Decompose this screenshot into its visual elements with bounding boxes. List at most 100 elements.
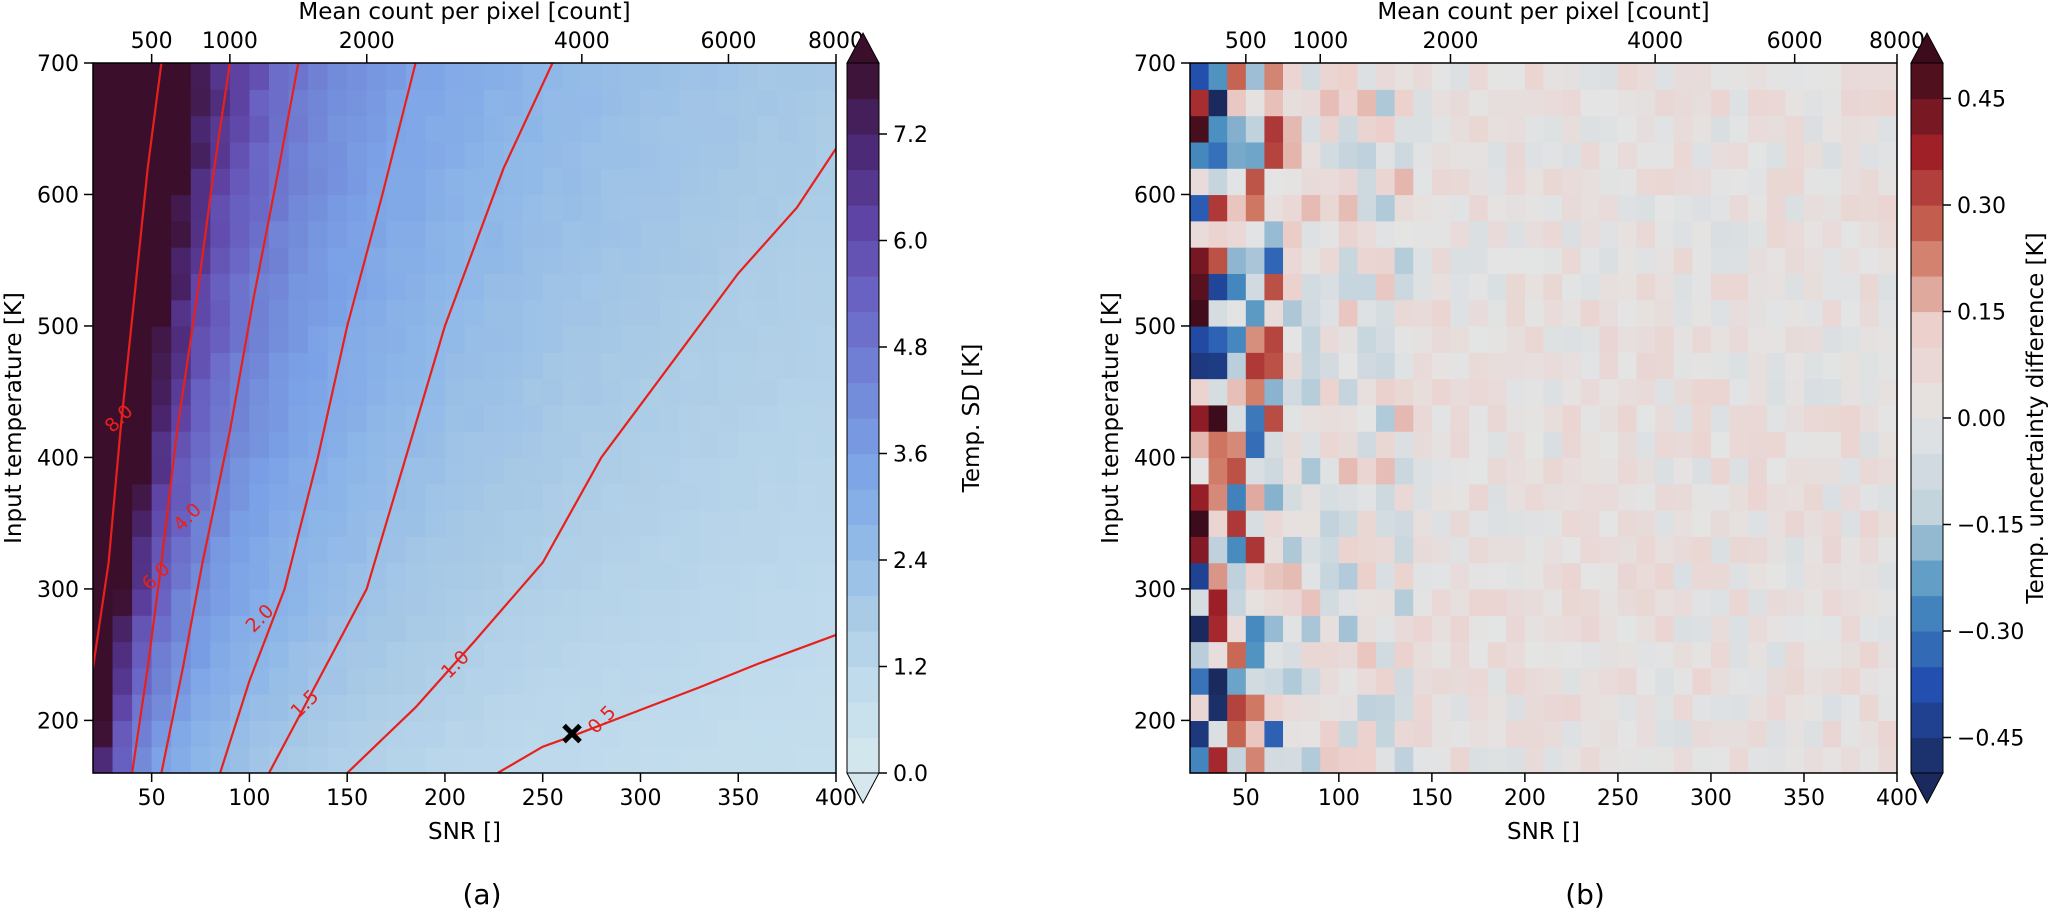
panel-b-cell — [1748, 588, 1768, 616]
panel-b-cell — [1227, 325, 1247, 353]
panel-b-cell — [1376, 615, 1396, 643]
panel-b-cell — [1469, 746, 1489, 774]
panel-a-cell — [132, 168, 153, 196]
panel-b-cell — [1562, 220, 1582, 248]
panel-a-cell — [503, 89, 524, 117]
panel-b-cell — [1264, 457, 1284, 485]
panel-b-cell — [1878, 89, 1898, 117]
panel-b-cell — [1822, 404, 1842, 432]
panel-b-cell — [1543, 299, 1563, 327]
panel-b-cell — [1543, 63, 1563, 90]
panel-a-cell — [93, 562, 114, 590]
panel-b-cell — [1357, 431, 1377, 459]
panel-b-cell — [1729, 141, 1749, 169]
panel-a-ytick-label: 500 — [37, 315, 79, 340]
panel-b-cell — [1506, 641, 1526, 669]
panel-a-cell — [777, 536, 798, 564]
panel-b-cell — [1487, 325, 1507, 353]
panel-a-cell — [405, 194, 426, 222]
panel-a-cell — [444, 220, 466, 248]
panel-a-cell — [640, 641, 661, 669]
panel-a-cell — [93, 378, 114, 406]
panel-b-cell — [1469, 273, 1489, 301]
panel-a-cell — [171, 141, 192, 169]
panel-b-cell — [1524, 352, 1545, 380]
panel-b-cell — [1394, 325, 1414, 353]
panel-a-cell — [190, 431, 211, 459]
panel-b-cell — [1729, 299, 1749, 327]
panel-b-cell — [1320, 404, 1340, 432]
panel-b-cell — [1841, 273, 1861, 301]
panel-b-cell — [1524, 483, 1545, 511]
panel-a-cell — [464, 89, 485, 117]
panel-a-cell — [542, 273, 563, 301]
panel-a-cell — [386, 641, 407, 669]
panel-a-cell — [93, 115, 114, 143]
panel-b-cell — [1655, 457, 1675, 485]
panel-a-cell — [366, 510, 387, 537]
panel-b-cell — [1394, 63, 1414, 90]
panel-b-cell — [1301, 89, 1321, 117]
panel-b-cell — [1748, 641, 1768, 669]
panel-b-cell — [1822, 352, 1842, 380]
panel-b-cell — [1487, 378, 1507, 406]
panel-a-cell — [132, 325, 153, 353]
panel-a-cell — [268, 404, 290, 432]
panel-b-cell — [1320, 141, 1340, 169]
panel-a-cell — [190, 89, 211, 117]
panel-b-cell — [1580, 378, 1600, 406]
panel-b-cell — [1785, 63, 1805, 90]
panel-b-cell — [1562, 168, 1582, 196]
panel-a-cell — [777, 457, 798, 485]
panel-a-cell — [347, 483, 368, 511]
panel-b-cell — [1580, 352, 1600, 380]
panel-b-colorbar-level — [1911, 453, 1943, 490]
panel-b-cell — [1208, 404, 1228, 432]
panel-b-cell — [1729, 194, 1749, 222]
panel-a-cell — [503, 194, 524, 222]
panel-b-cell — [1822, 63, 1842, 90]
panel-a-cell — [562, 746, 583, 774]
panel-a-cell — [112, 588, 133, 616]
panel-a-cell — [308, 720, 329, 748]
panel-a-colorbar-level — [847, 595, 879, 632]
panel-a-cell — [581, 431, 602, 459]
panel-a-cell — [523, 588, 544, 616]
panel-b-cell — [1469, 457, 1489, 485]
panel-a-cell — [268, 720, 290, 748]
panel-a-cell — [210, 536, 231, 564]
panel-b-cell — [1841, 483, 1861, 511]
panel-a-cell — [112, 325, 133, 353]
panel-a-cell — [268, 641, 290, 669]
panel-b-cell — [1710, 404, 1731, 432]
panel-b-cell — [1283, 694, 1303, 722]
panel-a-cell — [484, 588, 505, 616]
panel-a-cell — [542, 431, 563, 459]
panel-a-cell — [738, 141, 759, 169]
panel-b-cell — [1338, 667, 1359, 695]
panel-a-cell — [249, 694, 270, 722]
panel-b-cell — [1562, 457, 1582, 485]
panel-a-cell — [542, 220, 563, 248]
panel-a-cell — [210, 641, 231, 669]
panel-b-cell — [1227, 299, 1247, 327]
panel-b-cell — [1710, 299, 1731, 327]
panel-b-cell — [1283, 457, 1303, 485]
panel-b-cell — [1376, 404, 1396, 432]
panel-b-cell — [1227, 562, 1247, 590]
panel-b-cell — [1543, 194, 1563, 222]
panel-a-cell — [405, 273, 426, 301]
panel-b-cell — [1803, 220, 1824, 248]
panel-b-cell — [1506, 510, 1526, 537]
panel-b-cell — [1822, 247, 1842, 274]
panel-b-cell — [1599, 273, 1619, 301]
panel-a-cell — [464, 299, 485, 327]
panel-b-cell — [1208, 457, 1228, 485]
panel-b-cell — [1710, 615, 1731, 643]
panel-b-top-tick-label: 1000 — [1292, 29, 1348, 54]
panel-a-cell — [405, 510, 426, 537]
panel-b-cell — [1878, 325, 1898, 353]
panel-b-cell — [1562, 510, 1582, 537]
panel-a-cell — [112, 115, 133, 143]
panel-b-cell — [1376, 247, 1396, 274]
